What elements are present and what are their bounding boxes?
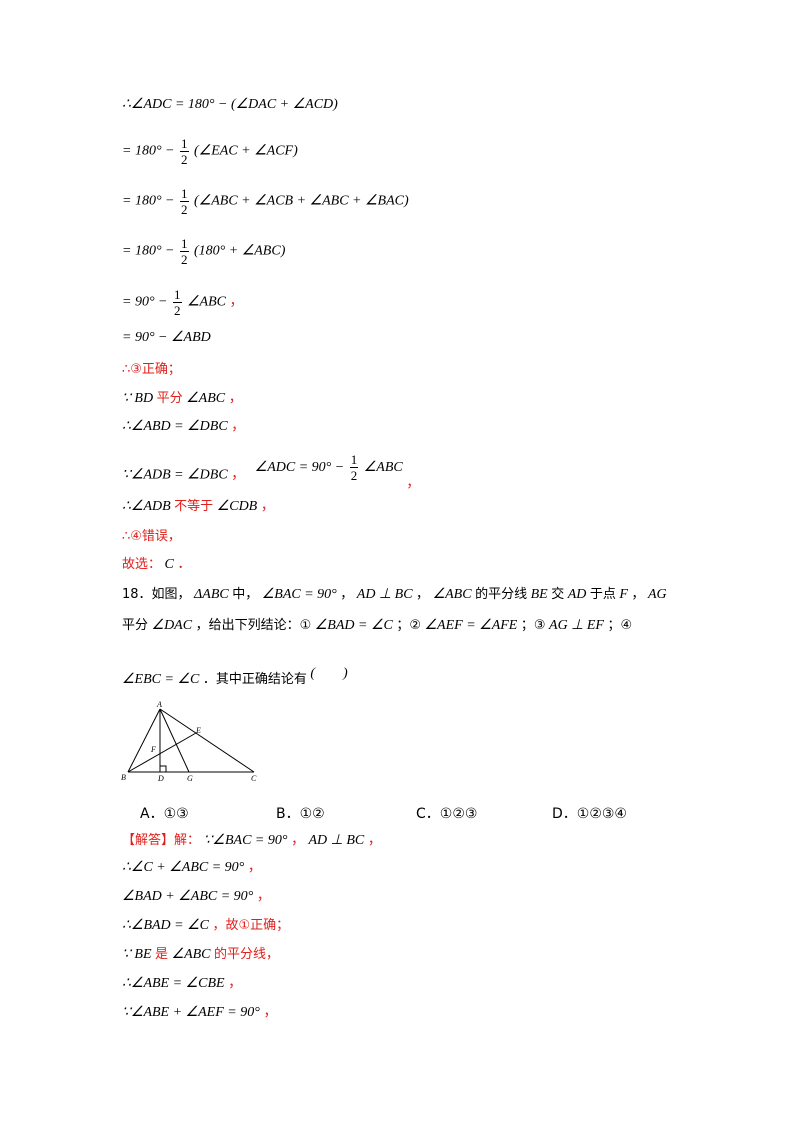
label-f: F (150, 745, 156, 754)
label-a: A (156, 700, 162, 709)
question-line-3: ∠EBC = ∠C ．其中正确结论有 ( ) (122, 666, 348, 687)
proof-line-1: ∴∠ADC = 180° − (∠DAC + ∠ACD) (122, 97, 338, 112)
segment-ag (159, 708, 190, 773)
label-d: D (157, 774, 164, 783)
side-ab (127, 708, 161, 773)
answer-tag: 【解答】解： (122, 833, 201, 848)
proof-line-12: ∴④错误， (122, 529, 181, 544)
solution-line-1: 【解答】解： ∵∠BAC = 90° ， AD ⊥ BC ， (122, 833, 382, 848)
option-b[interactable]: B．①② (276, 806, 325, 822)
solution-line-7: ∵∠ABE + ∠AEF = 90° ， (122, 1005, 278, 1020)
solution-line-2: ∴∠C + ∠ABC = 90° ， (122, 860, 262, 875)
label-e: E (195, 726, 201, 735)
proof-line-9: ∴∠ABD = ∠DBC ， (122, 419, 246, 434)
label-b: B (121, 773, 126, 782)
label-g: G (187, 774, 193, 783)
proof-line-8: ∵ BD 平分 ∠ABC ， (122, 391, 243, 406)
solution-line-4: ∴∠BAD = ∠C ，故①正确； (122, 918, 290, 933)
label-c: C (251, 774, 257, 783)
solution-line-3: ∠BAD + ∠ABC = 90° ， (122, 889, 271, 904)
question-line-1: 18．如图， ΔABC 中， ∠BAC = 90° ， AD ⊥ BC ， ∠A… (122, 587, 667, 602)
triangle-figure: A B C D E F G (121, 700, 257, 783)
question-line-2: 平分 ∠DAC ，给出下列结论：① ∠BAD = ∠C ；② ∠AEF = ∠A… (122, 618, 633, 633)
solution-line-6: ∴∠ABE = ∠CBE ， (122, 976, 243, 991)
proof-line-6: = 90° − ∠ABD (122, 330, 211, 345)
option-c[interactable]: C．①②③ (416, 806, 478, 822)
right-angle-mark (160, 765, 167, 772)
option-a[interactable]: A．①③ (140, 806, 189, 822)
segment-be (127, 732, 197, 773)
proof-line-13: 故选： C ． (122, 557, 192, 572)
option-d[interactable]: D．①②③④ (552, 806, 627, 822)
proof-line-7: ∴③正确； (122, 362, 181, 377)
side-ac (159, 708, 255, 773)
solution-line-5: ∵ BE 是 ∠ABC 的平分线， (122, 947, 280, 962)
proof-line-11: ∴∠ADB 不等于 ∠CDB ， (122, 499, 275, 514)
